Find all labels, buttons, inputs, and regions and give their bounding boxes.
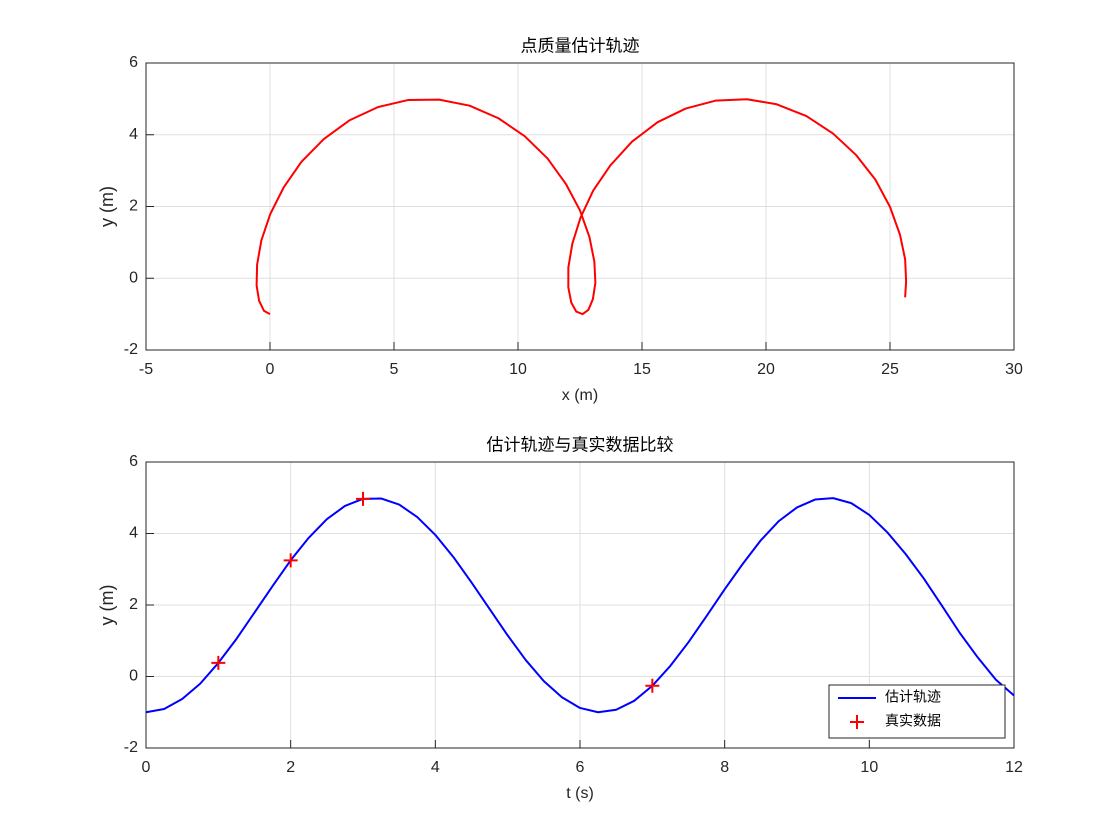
- x-tick-label: 20: [757, 361, 775, 378]
- chart-title: 点质量估计轨迹: [521, 36, 640, 55]
- x-axis-label: x (m): [562, 387, 598, 404]
- data-marker: [356, 491, 370, 506]
- y-tick-label: 2: [129, 596, 138, 613]
- x-tick-label: 12: [1005, 759, 1023, 776]
- y-tick-label: 4: [129, 126, 138, 143]
- x-tick-label: 6: [576, 759, 585, 776]
- y-tick-label: -2: [124, 739, 138, 756]
- x-tick-label: 15: [633, 361, 651, 378]
- x-tick-label: 0: [266, 361, 275, 378]
- y-axis-label: y (m): [97, 186, 117, 227]
- x-axis-label: t (s): [566, 785, 594, 802]
- x-tick-label: -5: [139, 361, 153, 378]
- x-tick-label: 10: [860, 759, 878, 776]
- chart-title: 估计轨迹与真实数据比较: [487, 435, 674, 454]
- x-tick-label: 0: [142, 759, 151, 776]
- y-tick-label: -2: [124, 341, 138, 358]
- data-marker: [645, 678, 660, 693]
- x-tick-label: 10: [509, 361, 527, 378]
- axes: -5 0 5 10 15 20 25 30 -2 0 2 4 6 点质量估计轨迹 x (m) y (m): [97, 36, 1023, 404]
- y-tick-label: 4: [129, 525, 138, 542]
- x-tick-label: 2: [286, 759, 295, 776]
- data-marker: [283, 553, 298, 568]
- data-marker: [211, 655, 226, 670]
- x-tick-label: 30: [1005, 361, 1023, 378]
- y-tick-label: 6: [129, 54, 138, 71]
- y-tick-label: 2: [129, 198, 138, 215]
- legend-marker: [850, 715, 864, 729]
- x-tick-label: 4: [431, 759, 440, 776]
- data-line: [255, 98, 908, 316]
- y-tick-label: 0: [129, 668, 138, 685]
- x-tick-label: 5: [390, 361, 399, 378]
- legend-box: [828, 684, 1006, 739]
- x-tick-label: 25: [881, 361, 899, 378]
- x-tick-label: 8: [720, 759, 729, 776]
- y-axis-label: y (m): [97, 585, 117, 626]
- axes-box: [145, 62, 1015, 351]
- y-tick-label: 6: [129, 453, 138, 470]
- y-tick-label: 0: [129, 269, 138, 286]
- axes-box: [145, 461, 1015, 749]
- legend-label: 真实数据: [885, 713, 941, 729]
- legend-label: 估计轨迹: [885, 689, 941, 705]
